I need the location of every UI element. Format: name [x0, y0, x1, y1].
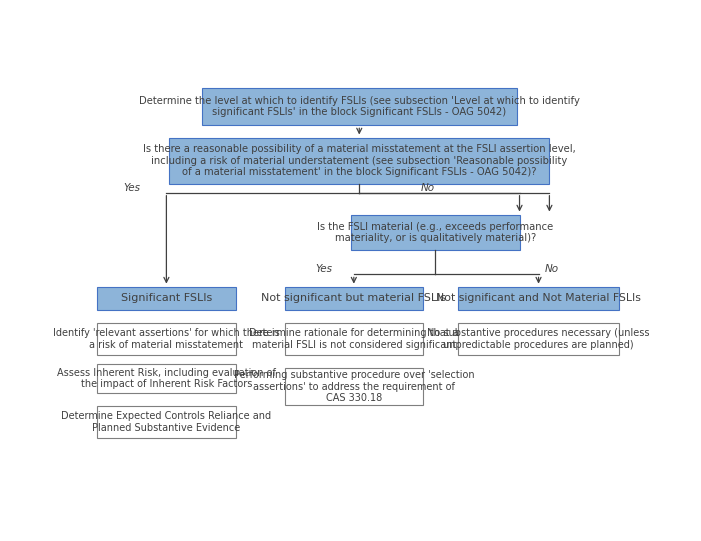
- Text: Significant FSLIs: Significant FSLIs: [121, 293, 212, 303]
- FancyBboxPatch shape: [202, 88, 517, 126]
- Text: Determine the level at which to identify FSLIs (see subsection 'Level at which t: Determine the level at which to identify…: [139, 96, 580, 117]
- FancyBboxPatch shape: [97, 406, 236, 438]
- FancyBboxPatch shape: [97, 324, 236, 355]
- Text: No: No: [421, 183, 435, 193]
- FancyBboxPatch shape: [97, 364, 236, 393]
- FancyBboxPatch shape: [285, 287, 423, 309]
- FancyBboxPatch shape: [97, 287, 236, 309]
- Text: Determine Expected Controls Reliance and
Planned Substantive Evidence: Determine Expected Controls Reliance and…: [61, 411, 271, 433]
- Text: Is the FSLI material (e.g., exceeds performance
materiality, or is qualitatively: Is the FSLI material (e.g., exceeds perf…: [317, 222, 554, 243]
- FancyBboxPatch shape: [169, 138, 550, 183]
- FancyBboxPatch shape: [351, 215, 519, 250]
- FancyBboxPatch shape: [285, 368, 423, 405]
- Text: Assess Inherent Risk, including evaluation of
the impact of Inherent Risk Factor: Assess Inherent Risk, including evaluati…: [57, 368, 275, 390]
- Text: Determine rationale for determining that a
material FSLI is not considered signi: Determine rationale for determining that…: [249, 328, 458, 350]
- Text: Not significant and Not Material FSLIs: Not significant and Not Material FSLIs: [436, 293, 641, 303]
- Text: Is there a reasonable possibility of a material misstatement at the FSLI asserti: Is there a reasonable possibility of a m…: [143, 144, 576, 177]
- FancyBboxPatch shape: [285, 324, 423, 355]
- Text: No substantive procedures necessary (unless
unpredictable procedures are planned: No substantive procedures necessary (unl…: [428, 328, 650, 350]
- Text: Not significant but material FSLIs: Not significant but material FSLIs: [261, 293, 447, 303]
- Text: No: No: [545, 265, 559, 274]
- Text: Performing substantive procedure over 'selection
assertions' to address the requ: Performing substantive procedure over 's…: [233, 370, 474, 403]
- FancyBboxPatch shape: [458, 324, 619, 355]
- FancyBboxPatch shape: [458, 287, 619, 309]
- Text: Identify 'relevant assertions' for which there is
a risk of material misstatemen: Identify 'relevant assertions' for which…: [53, 328, 280, 350]
- Text: Yes: Yes: [123, 183, 140, 193]
- Text: Yes: Yes: [315, 265, 333, 274]
